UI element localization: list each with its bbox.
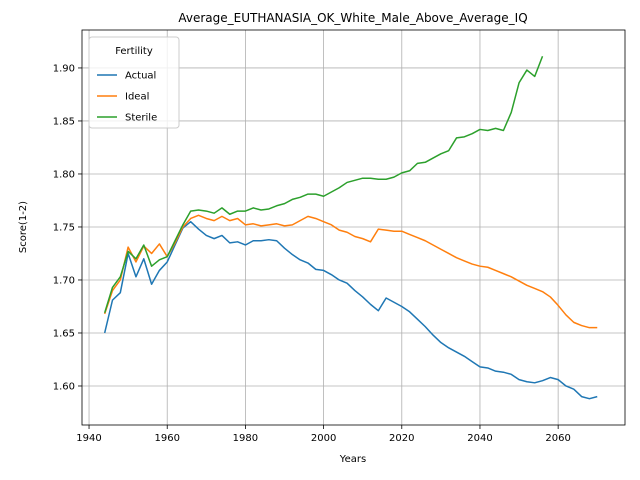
legend: Fertility Actual Ideal Sterile — [88, 36, 180, 129]
data-line — [103, 220, 598, 400]
y-tick-label: 1.70 — [53, 275, 75, 286]
y-tick-label: 1.65 — [53, 328, 75, 339]
legend-label: Ideal — [125, 92, 149, 103]
x-tick-label: 2000 — [311, 433, 336, 444]
x-tick-label: 1940 — [76, 433, 101, 444]
legend-title: Fertility — [115, 46, 153, 57]
chart-title: Average_EUTHANASIA_OK_White_Male_Above_A… — [178, 11, 527, 25]
x-axis-label: Years — [339, 454, 366, 465]
x-tick-label: 2060 — [545, 433, 570, 444]
y-tick-label: 1.85 — [53, 116, 75, 127]
x-tick-label: 2020 — [389, 433, 414, 444]
y-axis-label: Score(1-2) — [18, 201, 29, 253]
x-tick-label: 1980 — [233, 433, 258, 444]
x-tick-label: 2040 — [467, 433, 492, 444]
data-line — [103, 214, 598, 329]
data-line — [103, 56, 544, 314]
y-tick-label: 1.60 — [53, 381, 75, 392]
y-tick-label: 1.90 — [53, 63, 75, 74]
x-tick-label: 1960 — [154, 433, 179, 444]
legend-box — [88, 36, 180, 129]
plot-frame — [81, 29, 626, 426]
legend-label: Sterile — [125, 113, 157, 124]
y-tick-label: 1.80 — [53, 169, 75, 180]
y-tick-label: 1.75 — [53, 222, 75, 233]
legend-label: Actual — [125, 71, 156, 82]
